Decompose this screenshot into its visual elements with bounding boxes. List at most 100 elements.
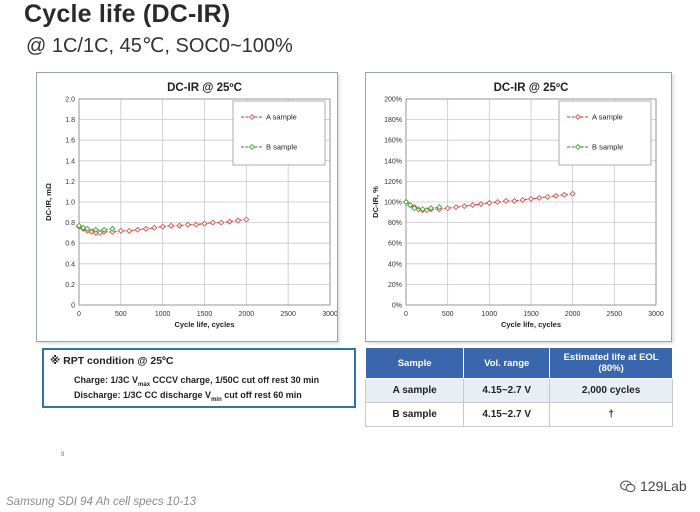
data-point <box>419 206 426 213</box>
plot-area-frame <box>78 98 331 306</box>
x-tick-label: 1000 <box>155 311 171 318</box>
data-point <box>151 224 158 231</box>
data-point <box>184 221 191 228</box>
slide-title: Cycle life (DC-IR) <box>24 0 231 28</box>
data-point <box>486 199 493 207</box>
watermark-text: 129Lab <box>640 478 687 494</box>
data-point <box>218 219 225 226</box>
y-tick-label: 180% <box>384 117 402 124</box>
data-point <box>402 198 410 206</box>
y-tick-label: 0.2 <box>65 282 75 289</box>
data-point <box>117 227 124 234</box>
rpt-charge-line: Charge: 1/3C Vmax CCCV charge, 1/50C cut… <box>74 375 320 388</box>
cell-sample: B sample <box>364 402 465 427</box>
data-point <box>469 202 476 209</box>
cell-vol-range: 4.15~2.7 V <box>463 378 551 403</box>
dcir-percent-plot: DC-IR @ 25ºC 0% 20% 40% 60% 80% 100% 120% 140% 16… <box>371 82 664 329</box>
header-estimated-life: Estimated life at EOL (80%) <box>549 347 673 379</box>
watermark: 129Lab <box>620 478 687 494</box>
data-point <box>201 220 208 227</box>
dcir-absolute-plot: DC-IR @ 25ºC 0 0.2 0.4 0.6 0.8 1.0 1.2 1.4 1.6 1.8… <box>44 82 337 329</box>
data-point <box>159 223 166 230</box>
legend-box <box>558 100 652 166</box>
y-tick-label: 20% <box>388 282 402 289</box>
x-tick-label: 1500 <box>523 311 539 318</box>
data-point <box>193 221 200 228</box>
data-point <box>142 225 149 232</box>
data-point <box>519 196 526 203</box>
data-point <box>527 195 535 202</box>
y-tick-label: 40% <box>388 261 402 268</box>
x-tick-label: 3000 <box>322 311 337 318</box>
legend-label: B sample <box>266 143 297 152</box>
legend-swatch-marker <box>574 113 582 121</box>
data-point <box>96 229 103 236</box>
cell-sample: A sample <box>364 378 465 403</box>
x-tick-label: 2500 <box>280 311 296 318</box>
data-point <box>167 222 175 229</box>
x-tick-label: 500 <box>115 311 127 318</box>
rpt-condition-box: ※ RPT condition @ 25ºC Charge: 1/3C Vmax… <box>42 348 356 408</box>
x-tick-label: 0 <box>77 311 81 318</box>
legend-box <box>232 100 326 166</box>
cell-estimated-life: 2,000 cycles <box>549 378 673 403</box>
legend-label: A sample <box>266 113 297 122</box>
cell-estimated-life: † <box>549 402 673 427</box>
dcir-absolute-chart: DC-IR @ 25ºC 0 0.2 0.4 0.6 0.8 1.0 1.2 1.4 1.6 1.8… <box>36 72 338 342</box>
x-tick-label: 3000 <box>648 311 664 318</box>
data-point <box>494 198 501 206</box>
data-point <box>502 197 510 205</box>
y-tick-label: 120% <box>384 179 402 186</box>
data-point <box>226 218 233 225</box>
data-point <box>109 228 116 235</box>
life-estimate-table: Sample Vol. range Estimated life at EOL … <box>364 347 673 427</box>
data-point <box>561 191 568 198</box>
x-tick-label: 1000 <box>482 311 498 318</box>
data-point <box>75 222 83 229</box>
x-tick-label: 2000 <box>239 311 255 318</box>
y-tick-label: 1.2 <box>65 179 75 186</box>
dcir-percent-chart: DC-IR @ 25ºC 0% 20% 40% 60% 80% 100% 120% 140% 16… <box>365 72 672 342</box>
data-point <box>234 217 242 224</box>
chart-title: DC-IR @ 25ºC <box>494 82 569 94</box>
slide-subtitle: @ 1C/1C, 45℃, SOC0~100% <box>26 35 293 57</box>
chart-title: DC-IR @ 25ºC <box>167 82 242 94</box>
y-tick-label: 160% <box>384 138 402 145</box>
y-tick-label: 0.6 <box>65 241 75 248</box>
y-tick-label: 80% <box>388 220 402 227</box>
y-tick-label: 200% <box>384 97 402 104</box>
data-point <box>411 205 418 212</box>
page-number: 9 <box>61 452 65 458</box>
x-axis-label: Cycle life, cycles <box>501 320 561 329</box>
header-vol-range: Vol. range <box>463 347 551 379</box>
legend-swatch-marker <box>248 113 256 121</box>
header-sample: Sample <box>364 347 465 379</box>
y-tick-label: 1.6 <box>65 138 75 145</box>
data-point <box>84 225 91 232</box>
x-axis-label: Cycle life, cycles <box>174 320 234 329</box>
data-point <box>126 227 133 234</box>
rpt-heading: ※ RPT condition @ 25ºC <box>50 355 173 367</box>
data-point <box>461 203 468 210</box>
data-point <box>452 204 460 211</box>
data-point <box>134 226 141 233</box>
y-axis-label: DC-IR, % <box>371 186 380 218</box>
legend-label: B sample <box>592 143 623 152</box>
data-point <box>444 205 451 212</box>
y-tick-label: 1.8 <box>65 117 75 124</box>
data-point <box>436 204 443 211</box>
data-point <box>407 202 414 209</box>
y-tick-label: 0.4 <box>65 261 75 268</box>
data-point <box>101 226 108 233</box>
rpt-discharge-line: Discharge: 1/3C CC discharge Vmin cut of… <box>74 390 302 403</box>
image-caption: Samsung SDI 94 Ah cell specs 10-13 <box>6 496 197 508</box>
data-point <box>552 192 560 199</box>
wechat-icon <box>620 480 636 492</box>
x-tick-label: 1500 <box>197 311 213 318</box>
data-point <box>92 226 99 233</box>
y-tick-label: 1.0 <box>65 200 75 207</box>
y-tick-label: 0 <box>71 303 75 310</box>
data-point <box>209 219 216 226</box>
data-point <box>477 201 485 208</box>
data-point <box>569 190 576 197</box>
